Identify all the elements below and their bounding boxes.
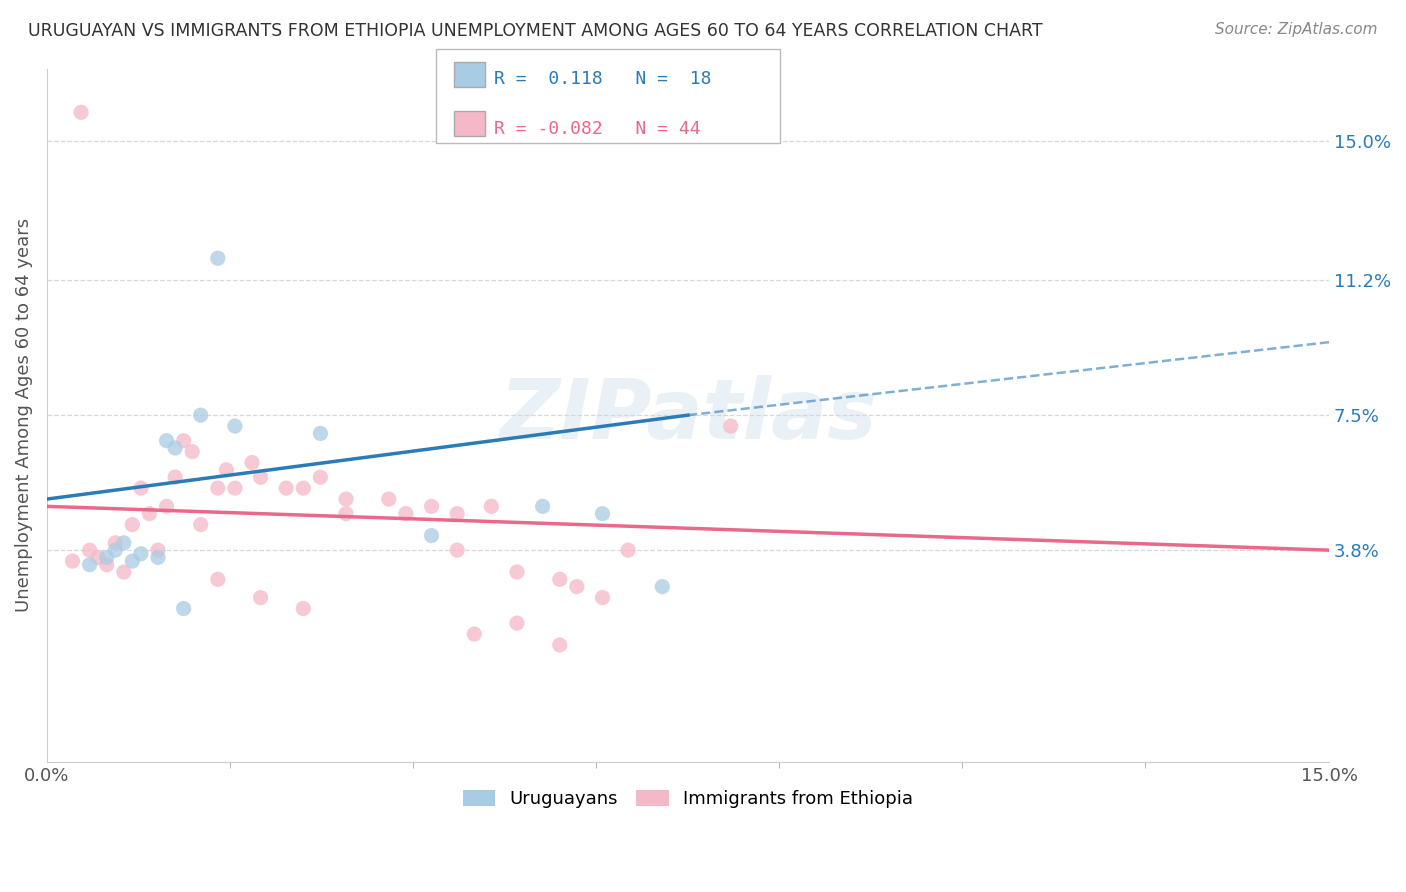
- Point: [292, 481, 315, 495]
- Point: [378, 491, 401, 506]
- Point: [506, 565, 529, 579]
- Point: [207, 572, 229, 586]
- Point: [446, 507, 468, 521]
- Point: [190, 517, 212, 532]
- Point: [146, 543, 169, 558]
- Point: [104, 536, 127, 550]
- Point: [79, 543, 101, 558]
- Point: [292, 601, 315, 615]
- Legend: Uruguayans, Immigrants from Ethiopia: Uruguayans, Immigrants from Ethiopia: [456, 782, 921, 815]
- Point: [215, 463, 238, 477]
- Point: [309, 426, 332, 441]
- Point: [224, 419, 246, 434]
- Point: [240, 456, 263, 470]
- Point: [173, 601, 195, 615]
- Point: [155, 500, 177, 514]
- Point: [121, 554, 143, 568]
- Point: [651, 580, 673, 594]
- Point: [190, 408, 212, 422]
- Text: R = -0.082   N = 44: R = -0.082 N = 44: [494, 120, 700, 138]
- Point: [395, 507, 418, 521]
- Point: [420, 528, 443, 542]
- Point: [79, 558, 101, 572]
- Point: [420, 500, 443, 514]
- Point: [165, 470, 187, 484]
- Text: ZIPatlas: ZIPatlas: [499, 375, 877, 456]
- Point: [146, 550, 169, 565]
- Point: [592, 591, 614, 605]
- Text: URUGUAYAN VS IMMIGRANTS FROM ETHIOPIA UNEMPLOYMENT AMONG AGES 60 TO 64 YEARS COR: URUGUAYAN VS IMMIGRANTS FROM ETHIOPIA UN…: [28, 22, 1043, 40]
- Point: [531, 500, 554, 514]
- Point: [446, 543, 468, 558]
- Point: [548, 638, 571, 652]
- Point: [224, 481, 246, 495]
- Point: [173, 434, 195, 448]
- Point: [87, 550, 110, 565]
- Point: [506, 616, 529, 631]
- Point: [129, 481, 152, 495]
- Y-axis label: Unemployment Among Ages 60 to 64 years: Unemployment Among Ages 60 to 64 years: [15, 218, 32, 612]
- Point: [249, 591, 271, 605]
- Point: [104, 543, 127, 558]
- Point: [720, 419, 742, 434]
- Point: [479, 500, 502, 514]
- Point: [96, 550, 118, 565]
- Point: [62, 554, 84, 568]
- Point: [276, 481, 298, 495]
- Point: [309, 470, 332, 484]
- Point: [207, 481, 229, 495]
- Point: [548, 572, 571, 586]
- Point: [592, 507, 614, 521]
- Point: [112, 565, 135, 579]
- Text: R =  0.118   N =  18: R = 0.118 N = 18: [494, 70, 711, 88]
- Point: [181, 444, 204, 458]
- Point: [138, 507, 160, 521]
- Point: [335, 491, 357, 506]
- Point: [121, 517, 143, 532]
- Point: [70, 105, 93, 120]
- Point: [129, 547, 152, 561]
- Point: [165, 441, 187, 455]
- Point: [249, 470, 271, 484]
- Point: [617, 543, 640, 558]
- Point: [463, 627, 485, 641]
- Point: [565, 580, 588, 594]
- Point: [207, 252, 229, 266]
- Text: Source: ZipAtlas.com: Source: ZipAtlas.com: [1215, 22, 1378, 37]
- Point: [335, 507, 357, 521]
- Point: [112, 536, 135, 550]
- Point: [96, 558, 118, 572]
- Point: [155, 434, 177, 448]
